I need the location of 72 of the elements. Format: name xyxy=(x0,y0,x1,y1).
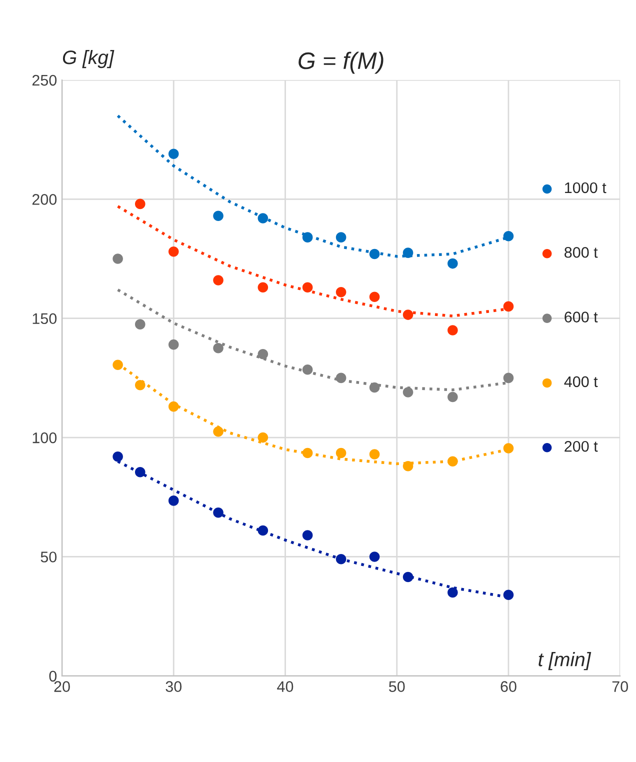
point xyxy=(336,232,346,242)
point xyxy=(448,392,458,402)
y-tick-label: 0 xyxy=(49,670,57,682)
point xyxy=(258,213,268,224)
point xyxy=(402,310,414,320)
point xyxy=(258,282,268,293)
legend-label: 200 t xyxy=(564,440,598,452)
y-tick-label: 50 xyxy=(40,552,57,562)
point xyxy=(134,466,146,478)
point xyxy=(336,448,346,458)
point xyxy=(302,448,313,458)
point xyxy=(302,282,313,293)
point xyxy=(448,587,458,598)
point xyxy=(402,387,414,398)
x-tick-label: 50 xyxy=(388,681,405,692)
point xyxy=(402,572,414,582)
point xyxy=(302,530,313,540)
point xyxy=(213,507,224,518)
point xyxy=(369,449,380,460)
x-axis-title: t [min] xyxy=(538,652,592,670)
y-tick-label: 200 xyxy=(32,194,57,205)
legend-label: 600 t xyxy=(564,312,598,322)
point xyxy=(503,590,514,600)
point xyxy=(448,456,458,467)
point xyxy=(448,258,458,269)
point xyxy=(503,301,514,312)
point xyxy=(503,230,514,242)
point xyxy=(213,210,224,222)
point xyxy=(168,246,179,257)
y-tick-label: 100 xyxy=(32,432,57,444)
point xyxy=(369,248,380,260)
y-tick-label: 250 xyxy=(32,74,57,86)
point xyxy=(369,292,380,302)
y-tick-label: 150 xyxy=(32,313,57,324)
point xyxy=(336,372,346,384)
legend-label: 400 t xyxy=(564,376,598,388)
point xyxy=(112,254,123,264)
point xyxy=(402,460,414,472)
point xyxy=(134,198,146,210)
point xyxy=(258,432,268,443)
point xyxy=(402,248,414,258)
chart-title: G = f(M) xyxy=(298,52,384,74)
legend-label: 800 t xyxy=(564,246,598,258)
point xyxy=(258,348,268,360)
point xyxy=(112,451,123,462)
point xyxy=(213,426,224,437)
point xyxy=(369,382,380,393)
point xyxy=(213,343,224,354)
point xyxy=(134,319,146,330)
point xyxy=(258,525,268,536)
point xyxy=(448,325,458,336)
point xyxy=(503,372,514,384)
point xyxy=(213,275,224,286)
point xyxy=(302,364,313,375)
point xyxy=(336,286,346,298)
point xyxy=(168,148,179,160)
point xyxy=(168,496,179,506)
x-tick-label: 70 xyxy=(612,681,628,692)
point xyxy=(112,360,123,370)
legend-label: 1000 t xyxy=(565,182,606,194)
point xyxy=(302,232,313,242)
point xyxy=(134,380,146,390)
x-tick-label: 40 xyxy=(277,681,294,692)
point xyxy=(369,552,380,562)
x-tick-label: 20 xyxy=(54,681,70,692)
point xyxy=(336,554,346,564)
point xyxy=(168,401,179,412)
y-axis-title: G [kg] xyxy=(62,50,114,68)
x-tick-label: 60 xyxy=(500,681,516,692)
x-tick-label: 30 xyxy=(166,681,182,692)
point xyxy=(503,443,514,454)
point xyxy=(168,339,179,350)
